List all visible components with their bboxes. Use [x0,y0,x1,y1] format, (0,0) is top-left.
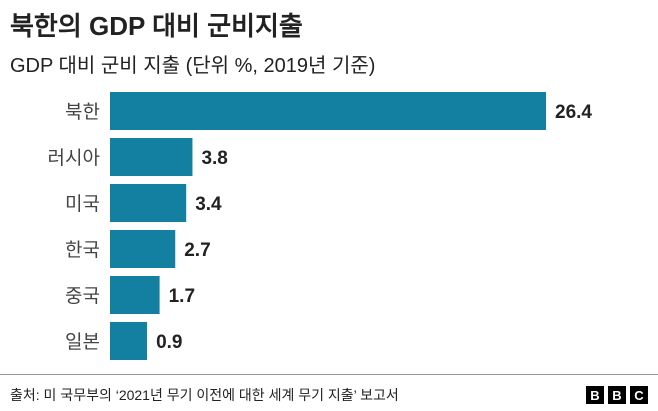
data-label: 3.4 [195,194,222,215]
category-label: 북한 [65,101,100,123]
category-label: 한국 [65,239,100,261]
bar [110,276,160,314]
bbc-logo: B B C [586,386,648,404]
footer-divider [0,374,658,375]
bar [110,184,187,222]
source-text: 출처: 미 국무부의 ‘2021년 무기 이전에 대한 세계 무기 지출’ 보고… [10,387,399,403]
data-label: 0.9 [156,332,182,353]
category-label: 러시아 [48,147,100,169]
bbc-logo-letter: B [586,386,604,404]
category-label: 미국 [65,193,100,215]
chart-title: 북한의 GDP 대비 군비지출 [10,11,303,41]
data-label: 3.8 [201,148,227,169]
data-label: 2.7 [184,240,210,261]
bbc-logo-letter: C [630,386,648,404]
bar [110,230,176,268]
category-label: 일본 [65,331,100,353]
bar [110,92,546,130]
bar [110,322,148,360]
chart-subtitle: GDP 대비 군비 지출 (단위 %, 2019년 기준) [10,55,376,77]
bar [110,138,193,176]
bar-chart: 북한 26.4 러시아 3.8 미국 3.4 한국 2.7 중국 1.7 일본 0.9 [48,92,592,360]
bbc-logo-letter: B [608,386,626,404]
data-label: 1.7 [169,286,195,307]
category-label: 중국 [65,286,100,307]
data-label: 26.4 [555,102,592,123]
